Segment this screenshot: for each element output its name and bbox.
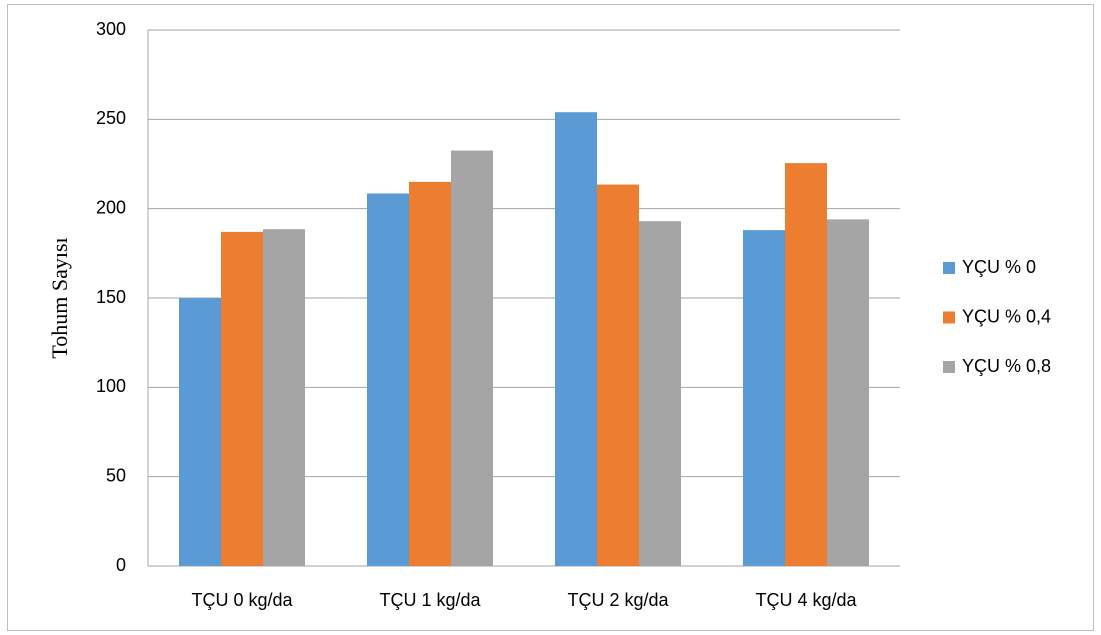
x-tick-label: TÇU 4 kg/da	[755, 590, 857, 610]
bar	[179, 298, 222, 566]
legend-swatch	[943, 262, 955, 274]
bar	[826, 219, 869, 567]
bar	[221, 231, 263, 567]
bar	[450, 150, 493, 566]
y-tick-label: 50	[106, 465, 126, 485]
bar	[409, 181, 451, 566]
x-tick-label: TÇU 1 kg/da	[379, 590, 481, 610]
legend-label: YÇU % 0,4	[962, 306, 1051, 326]
bar	[367, 193, 410, 567]
legend-swatch	[943, 311, 955, 324]
y-tick-label: 300	[96, 19, 126, 39]
bar	[638, 221, 681, 566]
legend-swatch	[943, 361, 955, 373]
bar	[785, 163, 827, 566]
y-tick-label: 150	[96, 287, 126, 307]
bar	[597, 184, 639, 566]
x-tick-label: TÇU 0 kg/da	[191, 590, 293, 610]
chart-border	[7, 4, 1094, 631]
y-tick-label: 250	[96, 108, 126, 128]
bar	[262, 229, 305, 567]
y-axis-title: Tohum Sayısı	[47, 237, 72, 358]
bar	[555, 112, 598, 566]
legend-label: YÇU % 0,8	[962, 356, 1051, 376]
y-tick-label: 100	[96, 376, 126, 396]
bar	[743, 230, 786, 566]
y-tick-label: 0	[116, 555, 126, 575]
legend-label: YÇU % 0	[962, 257, 1036, 277]
y-tick-label: 200	[96, 197, 126, 217]
x-tick-label: TÇU 2 kg/da	[567, 590, 669, 610]
